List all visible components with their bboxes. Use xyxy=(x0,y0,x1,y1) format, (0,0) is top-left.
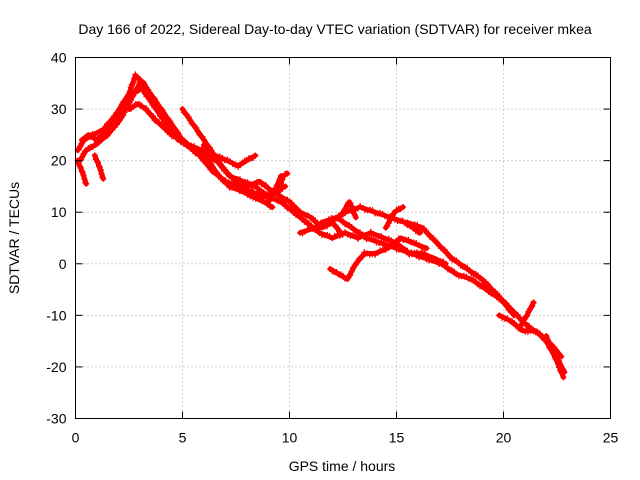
series-track-n xyxy=(340,199,359,221)
series-track-d xyxy=(74,157,90,187)
x-tick-label: 20 xyxy=(496,430,512,446)
x-axis-label: GPS time / hours xyxy=(289,458,396,474)
tick-layer: -30 -20 -10 0 10 20 30 40 0 5 10 15 20 25 xyxy=(46,50,618,446)
x-tick-label: 0 xyxy=(72,430,80,446)
y-tick-label: 10 xyxy=(51,204,67,220)
series-track-s xyxy=(543,333,568,376)
series-band xyxy=(180,106,344,236)
series-markers xyxy=(543,333,568,376)
y-tick-label: -30 xyxy=(46,411,66,427)
y-tick-label: 30 xyxy=(51,101,67,117)
series-markers xyxy=(126,101,220,164)
series-track-j xyxy=(275,170,291,195)
series-track-f xyxy=(126,101,220,164)
x-tick-label: 10 xyxy=(282,430,298,446)
series-markers xyxy=(275,170,291,195)
series-markers xyxy=(340,199,359,221)
x-tick-label: 25 xyxy=(603,430,619,446)
series-track-g xyxy=(179,106,344,236)
series-markers xyxy=(382,204,406,231)
x-tick-label: 15 xyxy=(389,430,405,446)
y-tick-label: 20 xyxy=(51,153,67,169)
plot-frame xyxy=(75,57,611,419)
series-layer xyxy=(74,71,568,381)
series-markers xyxy=(517,299,537,329)
series-track-o xyxy=(382,204,406,231)
series-track-e xyxy=(91,152,107,182)
series-track-m xyxy=(327,235,430,282)
series-markers xyxy=(327,235,430,282)
series-track-r xyxy=(517,299,537,329)
series-markers xyxy=(91,152,107,182)
y-axis-label: SDTVAR / TECUs xyxy=(6,182,22,294)
y-tick-label: 0 xyxy=(59,256,67,272)
y-tick-label: -20 xyxy=(46,359,66,375)
x-tick-label: 5 xyxy=(179,430,187,446)
series-markers xyxy=(179,106,344,236)
y-tick-label: 40 xyxy=(51,50,67,66)
chart-title: Day 166 of 2022, Sidereal Day-to-day VTE… xyxy=(78,21,591,37)
y-tick-label: -10 xyxy=(46,307,66,323)
